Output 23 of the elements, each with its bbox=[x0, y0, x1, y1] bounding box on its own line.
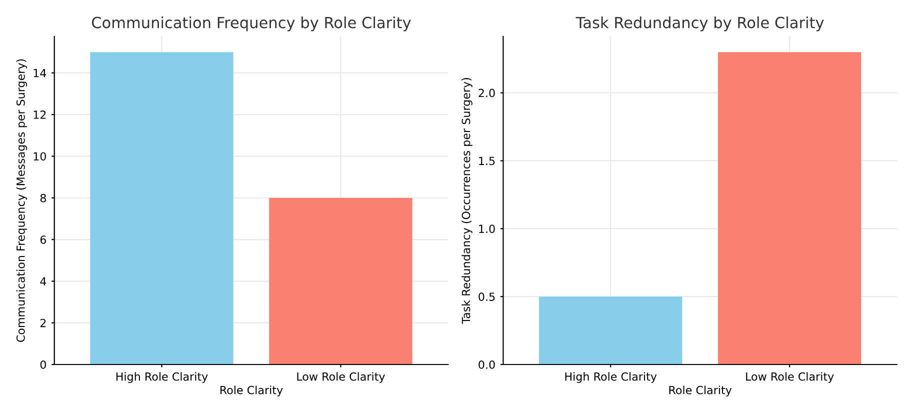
x-tick-label: Low Role Clarity bbox=[297, 372, 385, 383]
x-tick-label: High Role Clarity bbox=[565, 372, 657, 383]
y-tick-label: 12 bbox=[34, 110, 46, 119]
y-tick-label: 8 bbox=[40, 194, 46, 202]
y-tick-label: 0.5 bbox=[478, 292, 495, 301]
y-tick-label: 1.5 bbox=[479, 156, 495, 166]
chart-title: Communication Frequency by Role Clarity bbox=[92, 16, 411, 32]
y-tick-label: 6 bbox=[40, 236, 46, 244]
y-tick-label: 2.0 bbox=[478, 88, 495, 98]
y-tick-label: 4 bbox=[40, 277, 46, 286]
y-tick-label: 0.0 bbox=[478, 360, 495, 369]
y-axis-title: Communication Frequency (Messages per Surgery) bbox=[16, 59, 28, 342]
chart-title: Task Redundancy by Role Clarity bbox=[576, 16, 824, 32]
y-axis-title: Task Redundancy (Occurrences per Surgery) bbox=[462, 78, 472, 324]
x-tick-label: Low Role Clarity bbox=[746, 372, 834, 383]
x-axis-title: Role Clarity bbox=[669, 386, 732, 396]
x-tick-label: High Role Clarity bbox=[116, 372, 208, 383]
y-tick-label: 0 bbox=[40, 360, 46, 369]
y-tick-label: 14 bbox=[34, 69, 46, 78]
y-tick-label: 1.0 bbox=[479, 224, 495, 234]
y-tick-label: 10 bbox=[34, 152, 46, 161]
x-axis-title: Role Clarity bbox=[220, 386, 283, 396]
y-tick-label: 2 bbox=[40, 318, 46, 328]
